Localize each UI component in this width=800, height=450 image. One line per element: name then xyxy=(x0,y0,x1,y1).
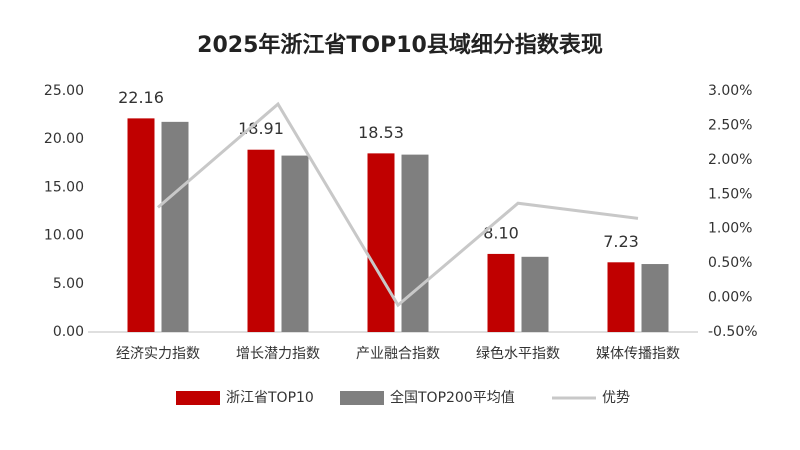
bar xyxy=(521,256,549,332)
x-tick-label: 经济实力指数 xyxy=(116,346,200,362)
line xyxy=(157,101,639,308)
legend-swatch xyxy=(176,391,220,405)
y2-tick-label: 2.00% xyxy=(708,152,752,168)
y-tick-label: 15.00 xyxy=(44,179,84,195)
y-tick-label: 5.00 xyxy=(53,276,84,292)
y2-tick-label: 2.50% xyxy=(708,117,752,133)
legend-label: 全国TOP200平均值 xyxy=(390,389,515,406)
bar xyxy=(247,149,275,332)
bar xyxy=(641,264,669,332)
bar xyxy=(607,262,635,332)
x-tick-label: 绿色水平指数 xyxy=(476,345,560,362)
data-label: 8.10 xyxy=(483,223,519,242)
legend-swatch xyxy=(340,391,384,405)
y2-tick-label: 0.50% xyxy=(708,255,752,271)
x-tick-label: 媒体传播指数 xyxy=(596,346,680,362)
bar xyxy=(487,253,515,332)
y2-tick-label: -0.50% xyxy=(708,324,758,340)
data-label: 18.53 xyxy=(358,123,404,142)
bar xyxy=(367,153,395,332)
legend-label: 优势 xyxy=(602,390,630,406)
data-label: 18.91 xyxy=(238,119,284,138)
bar xyxy=(161,121,189,333)
y-tick-label: 0.00 xyxy=(53,324,84,340)
y2-tick-label: 1.00% xyxy=(708,221,752,237)
bar xyxy=(127,118,155,333)
y2-tick-label: 3.00% xyxy=(708,83,752,99)
y-tick-label: 20.00 xyxy=(44,131,84,147)
y2-tick-label: 0.00% xyxy=(708,290,752,306)
y-tick-label: 25.00 xyxy=(44,83,84,99)
data-label: 22.16 xyxy=(118,88,164,107)
bar xyxy=(281,155,309,332)
y-tick-label: 10.00 xyxy=(44,228,84,244)
legend-label: 浙江省TOP10 xyxy=(226,390,314,406)
bar xyxy=(401,154,429,332)
y2-tick-label: 1.50% xyxy=(708,186,752,202)
data-label: 7.23 xyxy=(603,232,639,251)
chart-title: 2025年浙江省TOP10县域细分指数表现 xyxy=(197,32,603,58)
x-tick-label: 增长潜力指数 xyxy=(236,346,320,362)
x-tick-label: 产业融合指数 xyxy=(356,346,440,362)
